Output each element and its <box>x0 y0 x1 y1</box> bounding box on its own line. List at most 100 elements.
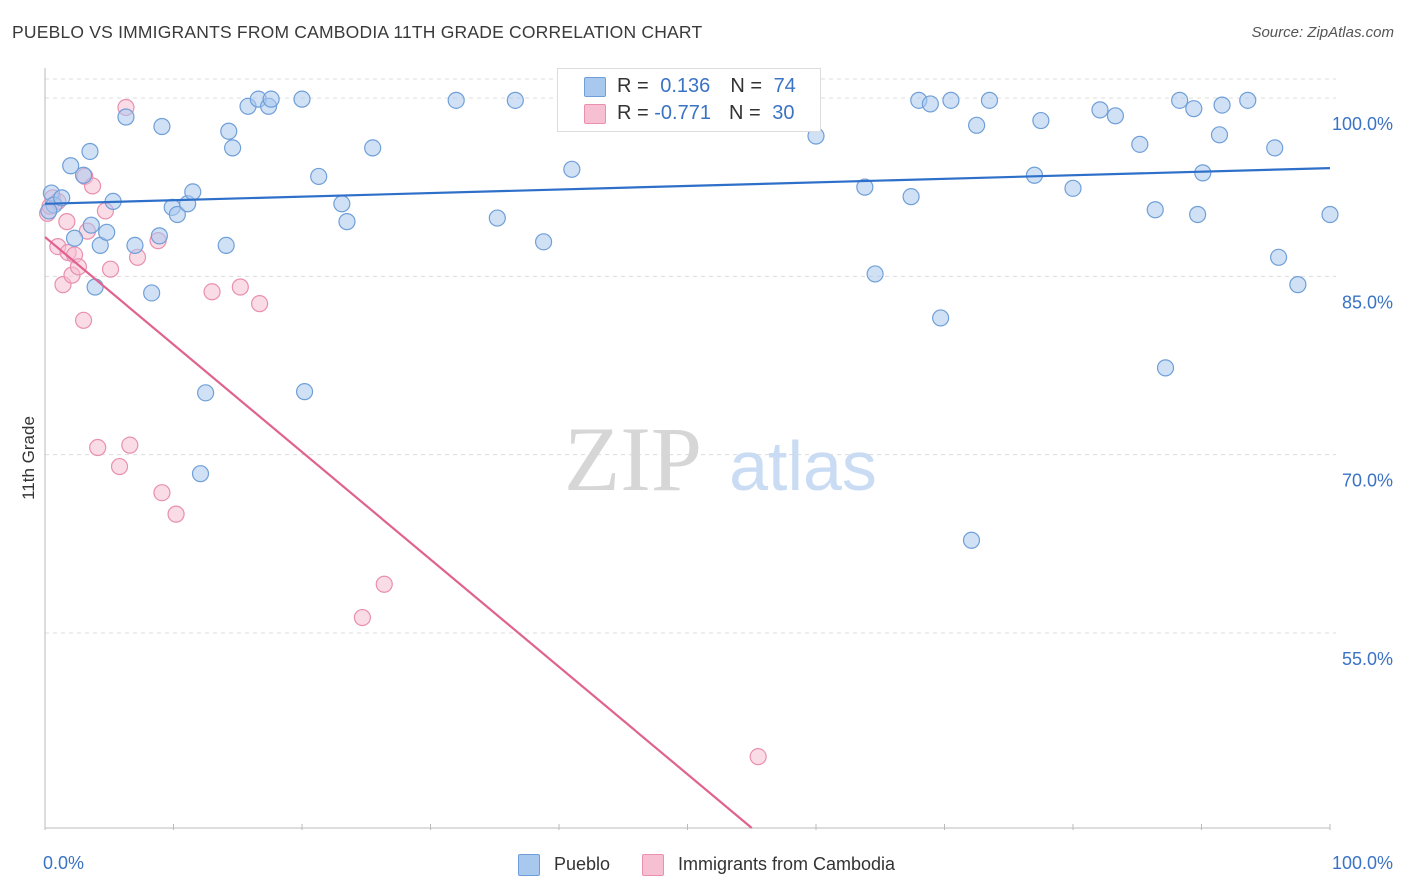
pueblo-point <box>1156 359 1175 377</box>
cambodia-point <box>203 283 221 301</box>
pueblo-swatch <box>584 77 606 97</box>
cambodia-point <box>121 436 139 454</box>
pueblo-point <box>534 233 553 251</box>
pueblo-legend-label: Pueblo <box>554 854 611 874</box>
pueblo-points <box>40 90 1339 549</box>
pueblo-point <box>184 183 202 201</box>
pueblo-point <box>338 213 356 231</box>
pueblo-point <box>1289 276 1307 294</box>
pueblo-point <box>217 236 235 255</box>
pueblo-point <box>74 166 93 184</box>
cambodia-point <box>101 260 120 278</box>
pueblo-point <box>942 91 960 109</box>
pueblo-point <box>295 383 314 401</box>
pueblo-point <box>563 160 581 178</box>
pueblo-r-label: R = <box>617 75 655 97</box>
pueblo-point <box>921 95 939 113</box>
cambodia-point <box>250 295 269 313</box>
pueblo-point <box>1321 205 1339 224</box>
chart-title: PUEBLO VS IMMIGRANTS FROM CAMBODIA 11TH … <box>12 22 703 42</box>
cambodia-n-label: N = <box>728 102 767 124</box>
pueblo-n-value: 74 <box>773 75 796 97</box>
pueblo-n-label: N = <box>730 75 768 97</box>
pueblo-point <box>1185 100 1203 118</box>
pueblo-point <box>1213 96 1231 114</box>
pueblo-point <box>40 202 58 220</box>
pueblo-point <box>1146 201 1164 219</box>
grid-lines <box>45 78 1336 634</box>
pueblo-point <box>1131 135 1149 153</box>
pueblo-point <box>150 227 168 245</box>
pueblo-point <box>98 223 116 241</box>
pueblo-point <box>1266 139 1284 157</box>
pueblo-point <box>86 278 104 296</box>
pueblo-point <box>1189 205 1207 224</box>
pueblo-point <box>1064 179 1082 197</box>
pueblo-point <box>333 195 351 213</box>
tick-labels: 55.0% 70.0% 85.0% 100.0% 0.0% 100.0% <box>43 114 1393 873</box>
pueblo-point <box>143 284 161 302</box>
pueblo-point <box>980 91 999 109</box>
cambodia-point <box>353 608 371 627</box>
cambodia-swatch <box>584 104 606 124</box>
pueblo-point <box>1106 107 1125 125</box>
cambodia-trend-line <box>44 236 753 829</box>
y-tick-label: 85.0% <box>1342 292 1393 312</box>
pueblo-point <box>488 209 506 227</box>
pueblo-point <box>447 91 465 109</box>
cambodia-r-label: R = <box>617 102 655 124</box>
pueblo-point <box>126 236 144 255</box>
y-axis-label: 11th Grade <box>19 416 38 500</box>
pueblo-point <box>224 139 242 157</box>
pueblo-point <box>1269 248 1288 266</box>
watermark: ZIP atlas <box>564 408 877 510</box>
pueblo-point <box>1171 91 1189 109</box>
pueblo-point <box>81 142 99 161</box>
cambodia-point <box>231 278 249 296</box>
pueblo-point <box>1091 101 1109 119</box>
pueblo-point <box>262 90 280 108</box>
pueblo-point <box>902 188 920 206</box>
pueblo-point <box>117 108 135 126</box>
pueblo-legend-swatch <box>518 854 540 876</box>
trend-lines <box>44 167 1331 829</box>
pueblo-point <box>1239 91 1257 109</box>
pueblo-r-value: 0.136 <box>660 75 711 97</box>
bottom-legend: Pueblo Immigrants from Cambodia <box>0 850 1406 880</box>
pueblo-point <box>168 205 186 224</box>
pueblo-point <box>293 90 311 108</box>
pueblo-point <box>932 309 950 327</box>
cambodia-point <box>58 213 76 231</box>
pueblo-point <box>968 116 986 134</box>
y-tick-label: 70.0% <box>1342 471 1393 491</box>
pueblo-point <box>856 178 874 196</box>
pueblo-point <box>220 122 238 140</box>
cambodia-legend-label: Immigrants from Cambodia <box>678 854 896 874</box>
cambodia-n-value: 30 <box>772 102 795 124</box>
pueblo-point <box>962 531 981 549</box>
cambodia-point <box>167 505 185 523</box>
pueblo-point <box>153 117 171 136</box>
pueblo-trend-line <box>44 167 1331 205</box>
x-tick-label: 0.0% <box>43 853 84 873</box>
pueblo-point <box>53 189 71 207</box>
x-tick-label: 100.0% <box>1332 853 1393 873</box>
y-tick-label: 100.0% <box>1332 114 1393 134</box>
watermark-atlas: atlas <box>729 427 877 505</box>
cambodia-point <box>74 311 93 329</box>
cambodia-point <box>749 748 767 766</box>
pueblo-point <box>1210 126 1229 144</box>
pueblo-point <box>1032 111 1050 130</box>
pueblo-point <box>62 157 80 175</box>
stats-legend: R = 0.136 N = 74 R = -0.771 N = 30 <box>557 68 821 132</box>
pueblo-point <box>364 139 382 157</box>
cambodia-point <box>89 438 107 457</box>
cambodia-point <box>110 457 129 476</box>
watermark-zip: ZIP <box>564 408 702 510</box>
cambodia-r-value: -0.771 <box>654 102 711 124</box>
pueblo-point <box>310 167 328 186</box>
cambodia-point <box>375 575 393 593</box>
cambodia-legend-swatch <box>642 854 664 876</box>
pueblo-point <box>866 265 884 283</box>
